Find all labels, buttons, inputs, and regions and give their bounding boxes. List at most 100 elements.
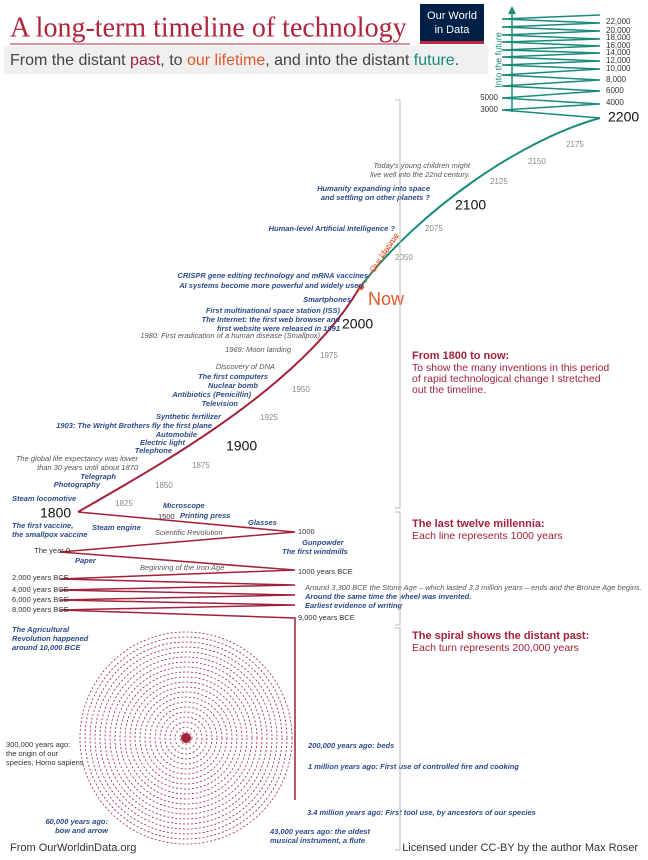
subtitle-part: future xyxy=(414,52,455,69)
annotation: Antibiotics (Penicillin) xyxy=(171,390,251,399)
year-label: 2150 xyxy=(528,157,546,166)
spiral-turn xyxy=(119,671,253,805)
future-tick: 8,000 xyxy=(606,75,627,84)
annotation: Steam locomotive xyxy=(12,494,76,503)
annotation: the origin of our xyxy=(6,749,59,758)
now-label: Now xyxy=(368,289,405,309)
annotation: CRISPR gene editing technology and mRNA … xyxy=(177,271,368,280)
future-tick: 16,000 xyxy=(606,41,631,50)
annotation: Human-level Artificial Intelligence ? xyxy=(269,224,396,233)
annotation: Telegraph xyxy=(80,472,116,481)
annotation: around 10,000 BCE xyxy=(12,643,81,652)
future-tick: 5000 xyxy=(480,93,498,102)
annotation: First multinational space station (ISS) xyxy=(206,306,341,315)
annotation: 9,000 years BCE xyxy=(298,613,355,622)
year-label: 1800 xyxy=(40,505,71,521)
subtitle-part: past xyxy=(130,52,161,69)
spiral-turn xyxy=(164,716,208,760)
future-tick: 22,000 xyxy=(606,17,631,26)
timeline-past xyxy=(77,286,361,513)
future-tick: 14,000 xyxy=(606,48,631,57)
spiral-turn xyxy=(139,691,233,785)
footer-license: Licensed under CC-BY by the author Max R… xyxy=(402,842,638,854)
logo-text: in Data xyxy=(435,24,471,36)
annotation: 1 million years ago: First use of contro… xyxy=(308,762,519,771)
year-label: 1950 xyxy=(292,385,310,394)
annotation: Discovery of DNA xyxy=(216,362,275,371)
annotation: The Internet: the first web browser and xyxy=(202,315,341,324)
spiral-turn xyxy=(144,696,228,780)
year-label: 2075 xyxy=(425,224,443,233)
spiral-turn xyxy=(94,646,278,830)
spiral-center xyxy=(181,733,191,743)
annotation: Revolution happened xyxy=(12,634,89,643)
annotation: The first computers xyxy=(198,372,268,381)
logo-text: Our World xyxy=(427,10,477,22)
annotation: Automobile xyxy=(155,430,197,439)
annotation: 8,000 years BCE xyxy=(12,605,69,614)
annotation: Today's young children might xyxy=(373,161,471,170)
annotation: Television xyxy=(202,399,239,408)
annotation: Printing press xyxy=(180,511,230,520)
year-label: 2000 xyxy=(342,316,373,332)
annotation: 1980: First eradication of a human disea… xyxy=(140,331,320,340)
annotation: 60,000 years ago: xyxy=(45,817,108,826)
section-title: The spiral shows the distant past: xyxy=(412,630,589,642)
spiral-turn xyxy=(179,731,193,745)
annotation: Around the same time the wheel was inven… xyxy=(304,592,471,601)
annotation: The Agricultural xyxy=(12,625,70,634)
subtitle-part: From the distant xyxy=(10,52,130,69)
annotation: musical instrument, a flute xyxy=(270,836,365,845)
annotation: Around 3,300 BCE the Stone Age – which l… xyxy=(304,583,642,592)
bracket xyxy=(395,99,401,509)
section-text: of rapid technological change I stretche… xyxy=(412,373,601,385)
year-label: 2050 xyxy=(395,253,413,262)
annotation: than 30 years until about 1870 xyxy=(37,463,139,472)
year-label: 2125 xyxy=(490,177,508,186)
future-tick: 4000 xyxy=(606,98,624,107)
spiral-turn xyxy=(89,641,283,835)
annotation: 43,000 years ago: the oldest xyxy=(269,827,371,836)
annotation: Paper xyxy=(75,556,97,565)
annotation: 6,000 years BCE xyxy=(12,595,69,604)
future-tick: 10,000 xyxy=(606,64,631,73)
spiral-turn xyxy=(84,636,288,840)
annotation: Photography xyxy=(54,480,101,489)
arrowhead xyxy=(508,6,516,14)
spiral-turn xyxy=(124,676,248,800)
year-label: 1975 xyxy=(320,351,338,360)
annotation: The first windmills xyxy=(282,547,348,556)
annotation: Electric light xyxy=(140,438,186,447)
logo-bar xyxy=(420,41,484,44)
annotation: Humanity expanding into space xyxy=(317,184,430,193)
subtitle-band xyxy=(4,46,488,74)
bracket xyxy=(395,511,401,626)
subtitle-part: . xyxy=(455,52,459,69)
section-title: The last twelve millennia: xyxy=(412,518,545,530)
annotation: Gunpowder xyxy=(302,538,345,547)
annotation: bow and arrow xyxy=(55,826,109,835)
subtitle-part: , to xyxy=(160,52,187,69)
year-label: 2200 xyxy=(608,109,639,125)
annotation: and settling on other planets ? xyxy=(321,193,431,202)
annotation: first website were released in 1991 xyxy=(217,324,340,333)
spiral-turn xyxy=(174,726,198,750)
future-tick: 12,000 xyxy=(606,56,631,65)
subtitle: From the distant past, to our lifetime, … xyxy=(10,52,459,69)
annotation: Beginning of the Iron Age xyxy=(140,563,224,572)
section-text: out the timeline. xyxy=(412,384,486,396)
future-zigzag xyxy=(501,14,601,119)
subtitle-part: our lifetime xyxy=(187,52,265,69)
annotation: The global life expectancy was lower xyxy=(16,454,139,463)
spiral-turn xyxy=(159,711,213,765)
annotation: 300,000 years ago: xyxy=(6,740,70,749)
section-text: To show the many inventions in this peri… xyxy=(412,362,609,374)
annotation: live well into the 22nd century. xyxy=(370,170,470,179)
spiral-turn xyxy=(129,681,243,795)
year-label: 1925 xyxy=(260,413,278,422)
annotation: The year 0 xyxy=(34,546,70,555)
spiral-turn xyxy=(169,721,203,755)
annotation: 4,000 years BCE xyxy=(12,585,69,594)
